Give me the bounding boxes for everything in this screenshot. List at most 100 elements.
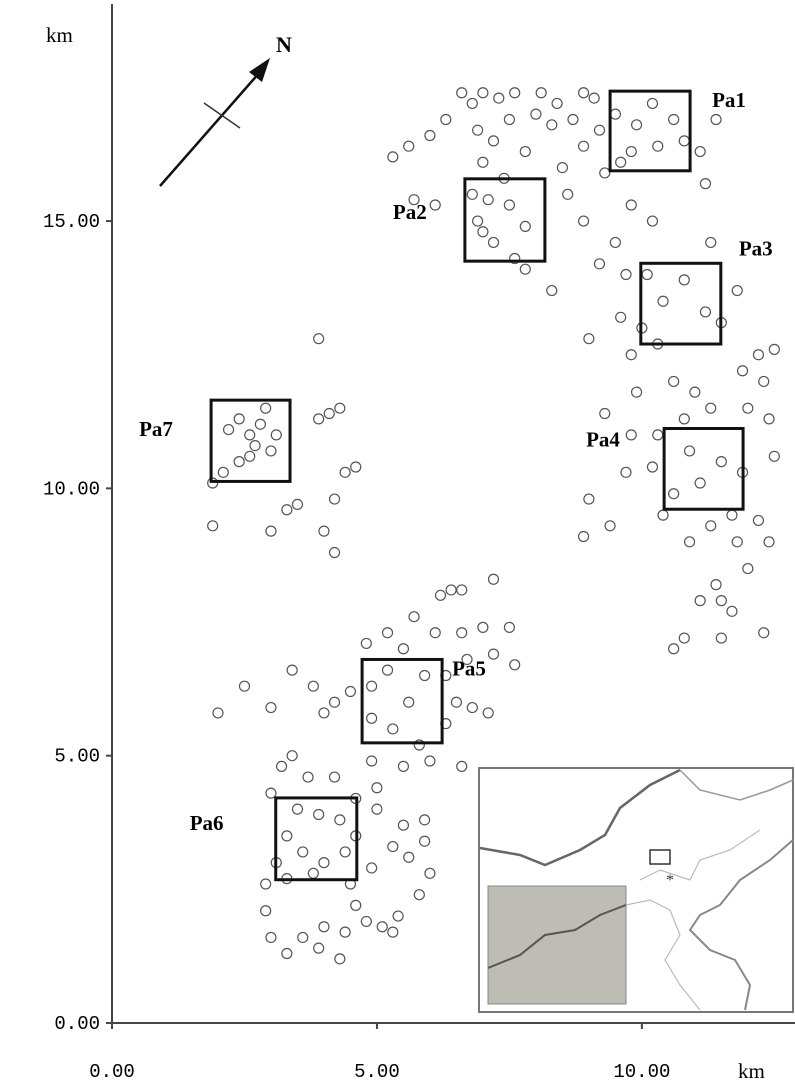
point — [653, 430, 663, 440]
chart: km km N * 0.005.0010.0015.000.005.0010.0… — [0, 0, 795, 1088]
region-label: Pa7 — [139, 417, 173, 441]
point — [610, 237, 620, 247]
point — [467, 189, 477, 199]
point — [584, 334, 594, 344]
point — [213, 708, 223, 718]
point — [245, 430, 255, 440]
point — [314, 943, 324, 953]
point — [764, 537, 774, 547]
point — [308, 868, 318, 878]
point — [769, 451, 779, 461]
region-box — [610, 91, 690, 171]
point — [621, 467, 631, 477]
point — [330, 548, 340, 558]
point — [510, 660, 520, 670]
point — [420, 836, 430, 846]
point — [478, 88, 488, 98]
region-label: Pa6 — [190, 811, 224, 835]
y-tick-label: 0.00 — [54, 1013, 100, 1035]
point — [685, 537, 695, 547]
point — [340, 927, 350, 937]
point — [467, 98, 477, 108]
point — [261, 403, 271, 413]
point — [647, 462, 657, 472]
point — [483, 195, 493, 205]
point — [367, 681, 377, 691]
point — [340, 467, 350, 477]
inset-map: * — [479, 768, 793, 1012]
point — [700, 179, 710, 189]
point — [298, 932, 308, 942]
point — [292, 804, 302, 814]
point — [467, 703, 477, 713]
region-label: Pa1 — [712, 88, 746, 112]
point — [266, 703, 276, 713]
point — [626, 147, 636, 157]
point — [367, 863, 377, 873]
point — [626, 200, 636, 210]
point — [642, 270, 652, 280]
point — [552, 98, 562, 108]
point — [308, 681, 318, 691]
point — [330, 772, 340, 782]
point — [753, 515, 763, 525]
point — [340, 847, 350, 857]
point — [679, 275, 689, 285]
region-label: Pa5 — [452, 656, 486, 680]
point — [732, 537, 742, 547]
point — [669, 489, 679, 499]
point — [457, 628, 467, 638]
point — [706, 237, 716, 247]
point — [743, 403, 753, 413]
point — [685, 446, 695, 456]
point — [489, 649, 499, 659]
point — [743, 564, 753, 574]
point — [266, 932, 276, 942]
point — [388, 842, 398, 852]
point — [579, 216, 589, 226]
point — [520, 147, 530, 157]
point — [239, 681, 249, 691]
point — [430, 200, 440, 210]
point — [330, 697, 340, 707]
point — [764, 414, 774, 424]
point — [483, 708, 493, 718]
point — [330, 494, 340, 504]
point — [277, 761, 287, 771]
point — [531, 109, 541, 119]
x-axis-label: km — [738, 1059, 765, 1083]
point — [383, 628, 393, 638]
point — [669, 376, 679, 386]
point — [234, 457, 244, 467]
point — [208, 521, 218, 531]
point — [653, 141, 663, 151]
point — [616, 312, 626, 322]
point — [547, 286, 557, 296]
point — [367, 713, 377, 723]
region-box — [664, 428, 743, 509]
point — [494, 93, 504, 103]
point — [589, 93, 599, 103]
point — [367, 756, 377, 766]
point — [351, 462, 361, 472]
region-box — [362, 659, 442, 742]
point — [679, 414, 689, 424]
point — [208, 478, 218, 488]
point — [547, 120, 557, 130]
point — [658, 296, 668, 306]
point — [282, 948, 292, 958]
point — [361, 638, 371, 648]
point — [700, 307, 710, 317]
point — [679, 136, 689, 146]
point — [711, 114, 721, 124]
point — [261, 879, 271, 889]
point — [473, 216, 483, 226]
point — [409, 612, 419, 622]
point — [616, 157, 626, 167]
point — [335, 403, 345, 413]
point — [584, 494, 594, 504]
point — [404, 697, 414, 707]
point — [457, 88, 467, 98]
point — [759, 376, 769, 386]
point — [388, 152, 398, 162]
